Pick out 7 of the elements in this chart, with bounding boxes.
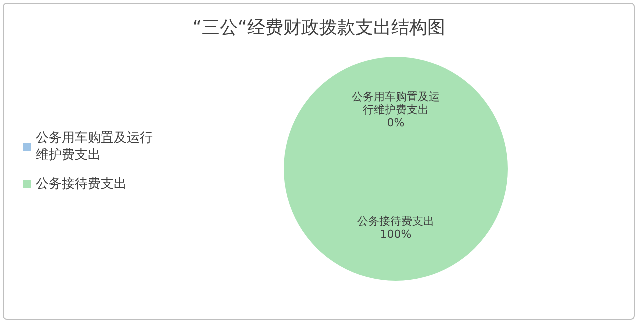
slice-label: 公务接待费支出 — [358, 215, 434, 228]
data-label: 100% — [380, 228, 412, 241]
chart-title: “三公“经费财政拨款支出结构图 — [192, 18, 446, 38]
category-label: 公务用车购置及运行维护费支出 — [352, 90, 440, 116]
legend-label: 公务用车购置及运行维护费支出 — [36, 131, 153, 163]
text: 0% — [387, 116, 405, 130]
legend-label: 公务接待费支出 — [36, 177, 127, 192]
